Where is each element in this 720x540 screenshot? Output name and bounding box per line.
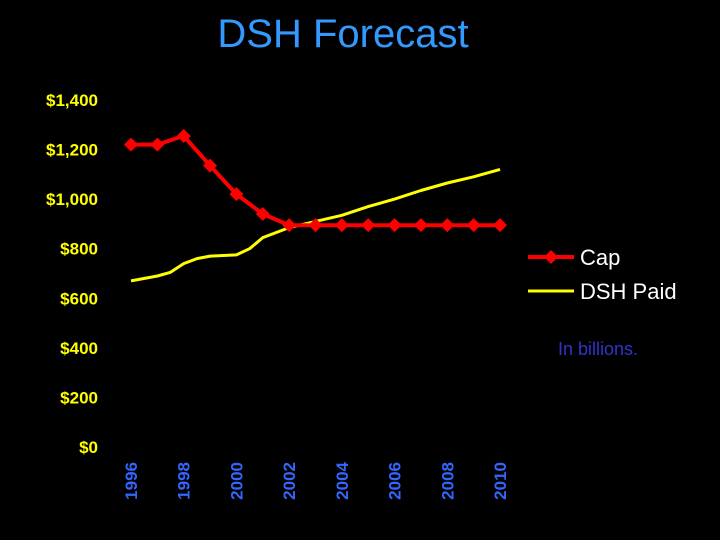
data-point-cap: [150, 137, 165, 152]
x-tick-label: 2004: [333, 461, 352, 499]
y-tick-label: $1,400: [46, 91, 98, 110]
data-point-cap: [334, 218, 349, 233]
legend: Cap DSH Paid: [528, 245, 677, 304]
legend-label-cap: Cap: [580, 245, 620, 270]
data-point-cap: [440, 218, 455, 233]
x-tick-label: 2002: [280, 462, 299, 500]
data-point-cap: [124, 137, 138, 152]
x-tick-label: 2008: [438, 462, 457, 500]
data-point-cap: [387, 218, 402, 233]
x-tick-label: 2010: [491, 462, 510, 500]
x-tick-label: 1996: [122, 462, 141, 500]
series-line-dsh-paid: [130, 167, 501, 283]
y-tick-label: $400: [60, 339, 98, 358]
x-tick-label: 1998: [175, 462, 194, 500]
x-tick-label: 2006: [386, 462, 405, 500]
legend-cap-marker: [544, 250, 558, 264]
data-point-cap: [308, 218, 323, 233]
data-point-cap: [361, 218, 376, 233]
series-layer: [124, 128, 507, 283]
y-tick-label: $1,200: [46, 141, 98, 160]
data-point-cap: [176, 128, 191, 143]
x-tick-label: 2000: [227, 462, 246, 500]
data-point-cap: [493, 218, 507, 233]
x-axis-ticks: 1996 1998 2000 2002 2004 2006 2008 2010: [122, 461, 510, 499]
y-axis-ticks: $0 $200 $400 $600 $800 $1,000 $1,200 $1,400: [46, 91, 98, 457]
data-point-cap: [203, 158, 218, 173]
data-point-cap: [255, 207, 270, 222]
series-line-cap: [131, 133, 500, 228]
data-point-cap: [466, 218, 481, 233]
legend-label-dsh-paid: DSH Paid: [580, 279, 677, 304]
data-point-cap: [282, 218, 297, 233]
y-tick-label: $1,000: [46, 190, 98, 209]
chart-title: DSH Forecast: [217, 12, 469, 56]
y-tick-label: $200: [60, 388, 98, 407]
data-point-cap: [413, 218, 428, 233]
data-point-cap: [229, 187, 244, 202]
y-tick-label: $0: [79, 438, 98, 457]
units-note: In billions.: [558, 339, 639, 359]
y-tick-label: $600: [60, 289, 98, 308]
y-tick-label: $800: [60, 240, 98, 259]
